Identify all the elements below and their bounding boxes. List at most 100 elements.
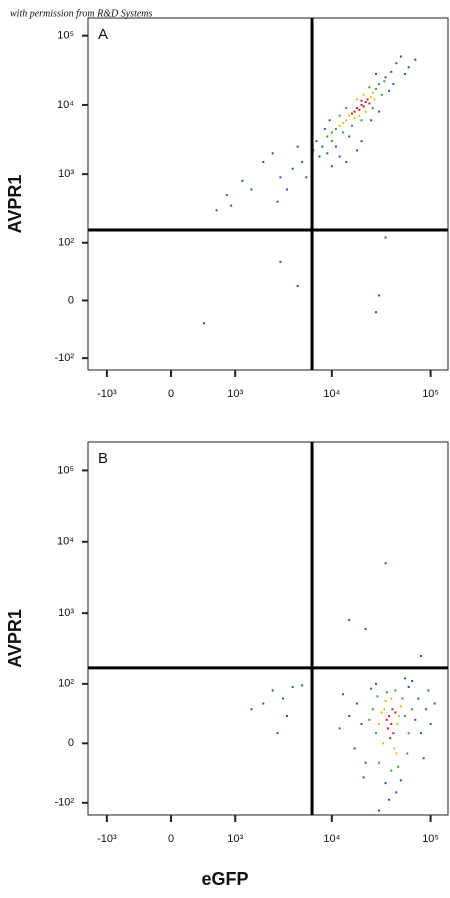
x-tick-label: 10⁴ — [323, 388, 340, 400]
point — [296, 284, 299, 287]
point — [301, 160, 304, 163]
point — [420, 655, 423, 658]
point — [399, 779, 402, 782]
point — [383, 80, 386, 83]
point — [338, 114, 341, 117]
y-tick-label: -10² — [54, 797, 74, 809]
point — [271, 689, 274, 692]
point — [241, 179, 244, 182]
point — [345, 107, 348, 110]
point — [276, 732, 279, 735]
panel-label: A — [98, 26, 108, 43]
y-tick-label: 10³ — [58, 607, 74, 619]
point — [358, 114, 361, 117]
point — [360, 99, 363, 102]
x-tick-label: 10³ — [227, 388, 243, 400]
plot-frame — [87, 17, 449, 371]
point — [366, 98, 369, 101]
point — [392, 83, 395, 86]
x-tick-label: 10⁵ — [422, 388, 439, 400]
point — [330, 140, 333, 143]
point — [350, 112, 353, 115]
point — [371, 708, 374, 711]
point — [291, 167, 294, 170]
point — [406, 752, 409, 755]
point — [377, 83, 380, 86]
point — [215, 209, 218, 212]
point — [315, 140, 318, 143]
point — [225, 193, 228, 196]
point — [326, 135, 329, 138]
point — [271, 152, 274, 155]
point — [301, 684, 304, 687]
point — [203, 322, 206, 325]
point — [338, 124, 341, 127]
point — [399, 55, 402, 58]
y-tick-label: 0 — [68, 737, 74, 749]
y-tick-label: 10⁵ — [57, 464, 74, 476]
point — [358, 108, 361, 111]
x-tick-label: 10⁵ — [422, 833, 439, 845]
credit: with permission from R&D Systems — [10, 8, 153, 19]
point — [390, 697, 393, 700]
point — [388, 798, 391, 801]
point — [377, 110, 380, 113]
y-axis-label: AVPR1 — [5, 175, 25, 234]
point — [356, 149, 359, 152]
x-tick-label: 10⁴ — [323, 833, 340, 845]
point — [371, 107, 374, 110]
x-tick-label: 0 — [168, 833, 174, 845]
point — [384, 699, 387, 702]
point — [353, 110, 356, 113]
point — [338, 155, 341, 158]
point — [390, 769, 393, 772]
point — [374, 311, 377, 314]
point — [384, 782, 387, 785]
point — [374, 72, 377, 75]
y-tick-label: 10⁴ — [57, 99, 74, 111]
point — [345, 160, 348, 163]
point — [384, 562, 387, 565]
point — [279, 176, 282, 179]
point — [386, 727, 389, 730]
point — [330, 165, 333, 168]
point — [328, 119, 331, 122]
point — [377, 809, 380, 812]
y-tick-label: 10² — [58, 237, 74, 249]
point — [374, 682, 377, 685]
point — [397, 765, 400, 768]
x-axis-label: eGFP — [201, 869, 248, 889]
point — [362, 105, 365, 108]
x-tick-label: 10³ — [227, 833, 243, 845]
point — [285, 715, 288, 718]
point — [407, 685, 410, 688]
point — [391, 708, 394, 711]
point — [334, 145, 337, 148]
point — [407, 732, 410, 735]
panel-label: B — [98, 450, 108, 467]
point — [390, 722, 393, 725]
point — [394, 711, 397, 714]
point — [370, 687, 373, 690]
point — [382, 742, 385, 745]
point — [353, 116, 356, 119]
point — [323, 127, 326, 130]
point — [401, 697, 404, 700]
y-tick-label: 10² — [58, 678, 74, 690]
point — [350, 124, 353, 127]
point — [383, 708, 386, 711]
point — [417, 697, 420, 700]
y-tick-label: 0 — [68, 294, 74, 306]
point — [368, 718, 371, 721]
point — [342, 121, 345, 124]
point — [414, 58, 417, 61]
point — [403, 715, 406, 718]
point — [388, 715, 391, 718]
point — [250, 708, 253, 711]
x-tick-label: 0 — [168, 388, 174, 400]
point — [348, 715, 351, 718]
point — [364, 110, 367, 113]
point — [377, 722, 380, 725]
point — [262, 160, 265, 163]
